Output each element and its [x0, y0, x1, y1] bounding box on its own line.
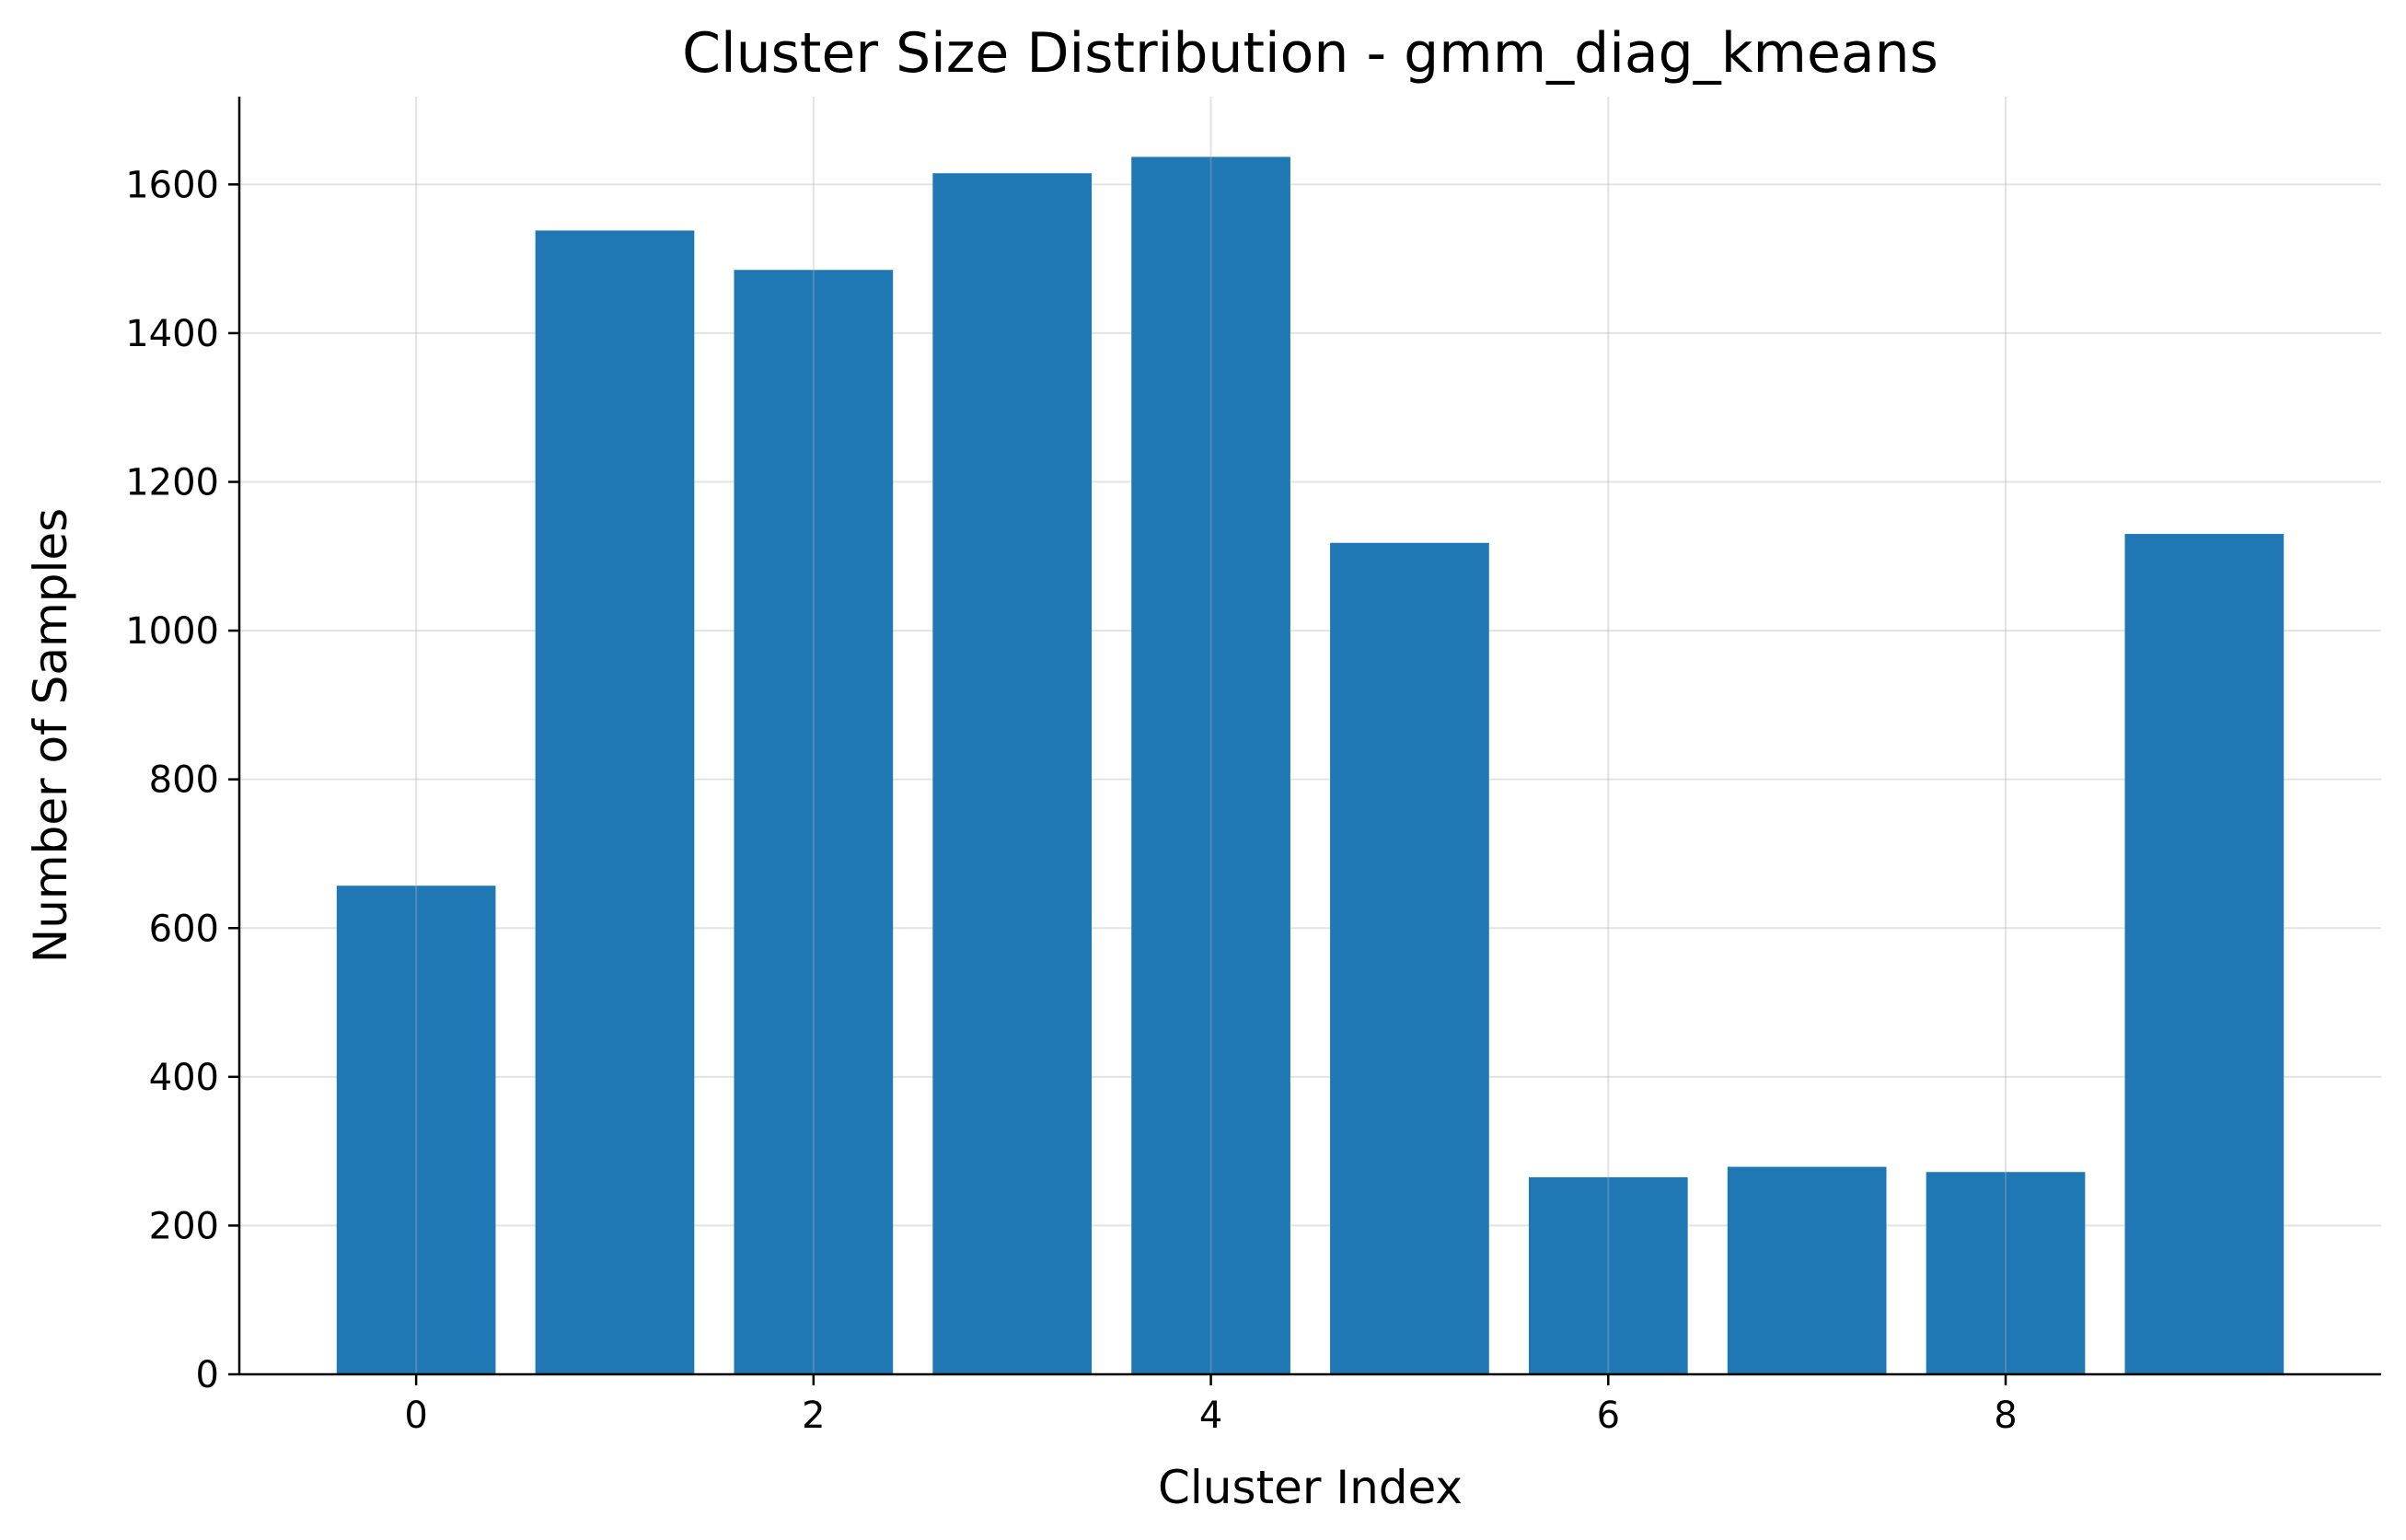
bar-cluster-9 [2124, 534, 2285, 1374]
y-tick-label: 0 [196, 1354, 219, 1396]
y-tick-label: 1400 [125, 313, 219, 355]
y-tick-label: 1000 [125, 610, 219, 653]
y-tick-label: 400 [149, 1057, 219, 1099]
bar-cluster-7 [1727, 1166, 1887, 1374]
y-tick-label: 1200 [125, 462, 219, 504]
bar-cluster-5 [1330, 542, 1489, 1374]
bar-cluster-3 [932, 173, 1093, 1375]
y-tick-label: 600 [149, 908, 219, 950]
bar-cluster-4 [1131, 156, 1290, 1375]
axes: 0 200 400 600 800 1000 1200 1400 1600 0 2 4 6 8 [125, 97, 2381, 1437]
bar-cluster-8 [1926, 1172, 2086, 1374]
y-tick-label: 200 [149, 1205, 219, 1247]
chart-title: Cluster Size Distribution - gmm_diag_kme… [682, 21, 1938, 86]
x-tick-label: 2 [802, 1395, 825, 1437]
x-tick-label: 6 [1597, 1395, 1620, 1437]
y-tick-label: 1600 [125, 164, 219, 206]
bars [336, 156, 2285, 1375]
x-axis-label: Cluster Index [1158, 1461, 1463, 1514]
x-tick-label: 4 [1199, 1395, 1222, 1437]
bar-cluster-2 [734, 270, 894, 1374]
y-axis-label: Number of Samples [24, 508, 77, 963]
x-tick-label: 0 [404, 1395, 427, 1437]
bar-cluster-6 [1528, 1176, 1688, 1374]
bar-cluster-1 [535, 230, 695, 1374]
bar-cluster-0 [336, 886, 496, 1374]
y-tick-label: 800 [149, 759, 219, 802]
x-tick-label: 8 [1994, 1395, 2017, 1437]
